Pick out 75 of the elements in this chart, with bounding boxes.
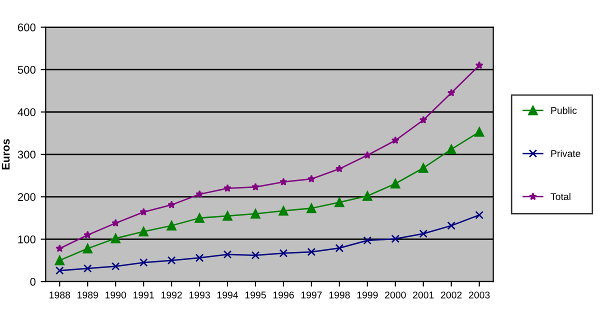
point xyxy=(167,256,176,265)
point xyxy=(222,211,232,221)
point xyxy=(334,197,344,208)
point xyxy=(475,61,484,69)
x-tick-label: 2001 xyxy=(413,292,434,298)
point xyxy=(194,213,204,223)
point xyxy=(418,163,428,173)
point xyxy=(56,244,64,252)
point xyxy=(306,203,316,214)
point xyxy=(447,88,456,96)
point xyxy=(307,174,316,182)
x-tick-label: 2002 xyxy=(441,292,462,298)
y-axis-title: Euros xyxy=(2,139,10,170)
legend-label: Private xyxy=(551,150,580,158)
x-tick-label: 1989 xyxy=(78,292,98,298)
x-tick-label: 1993 xyxy=(189,292,210,298)
x-tick-label: 1998 xyxy=(329,292,350,298)
x-tick-label: 1992 xyxy=(161,292,182,298)
point xyxy=(363,151,372,159)
point xyxy=(475,210,484,220)
point xyxy=(363,236,372,245)
point xyxy=(84,230,92,238)
x-tick-label: 1988 xyxy=(50,292,70,298)
point xyxy=(446,144,456,154)
point xyxy=(335,244,344,252)
x-tick-label: 1990 xyxy=(106,292,126,298)
point xyxy=(195,254,204,262)
point xyxy=(166,220,176,230)
y-tick-label: 100 xyxy=(18,235,36,244)
y-tick-label: 400 xyxy=(18,108,36,116)
x-tick-label: 2003 xyxy=(468,292,490,298)
point xyxy=(224,184,232,192)
point xyxy=(250,208,260,219)
point xyxy=(474,127,484,137)
x-tick-label: 1997 xyxy=(301,292,322,298)
point xyxy=(279,249,288,258)
point xyxy=(447,221,456,230)
y-tick-label: 300 xyxy=(18,150,36,159)
point xyxy=(279,178,288,186)
point xyxy=(55,266,64,275)
point xyxy=(82,244,92,254)
point xyxy=(419,230,428,238)
point xyxy=(335,164,344,172)
point xyxy=(390,178,400,189)
y-tick-label: 500 xyxy=(18,66,36,74)
legend-label: Total xyxy=(550,192,570,200)
x-tick-label: 1995 xyxy=(245,292,266,298)
point xyxy=(139,258,148,267)
point xyxy=(251,251,260,260)
point xyxy=(196,190,204,198)
point xyxy=(83,264,92,273)
x-tick-label: 2000 xyxy=(385,292,406,298)
point xyxy=(391,234,400,243)
point xyxy=(278,206,288,216)
point xyxy=(112,218,120,227)
point xyxy=(168,200,176,208)
point xyxy=(140,208,148,216)
point xyxy=(362,191,372,201)
y-tick-label: 200 xyxy=(18,193,36,201)
point xyxy=(54,256,65,266)
x-tick-label: 1991 xyxy=(134,292,154,298)
point xyxy=(223,250,232,259)
point xyxy=(419,116,428,124)
point xyxy=(138,226,148,236)
point xyxy=(110,233,120,244)
point xyxy=(251,182,260,191)
point xyxy=(307,248,316,256)
point xyxy=(391,136,400,144)
x-tick-label: 1996 xyxy=(273,292,294,298)
x-tick-label: 1999 xyxy=(357,292,378,298)
y-tick-label: 600 xyxy=(18,23,36,32)
point xyxy=(111,262,120,271)
x-tick-label: 1994 xyxy=(217,292,238,298)
legend-label: Public xyxy=(551,106,577,114)
y-tick-label: 0 xyxy=(30,278,36,286)
